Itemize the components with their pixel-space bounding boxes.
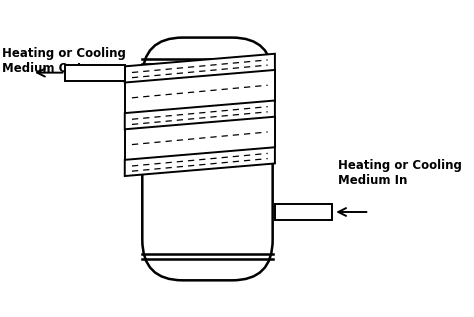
FancyBboxPatch shape bbox=[142, 38, 273, 280]
Polygon shape bbox=[125, 100, 275, 129]
Text: Heating or Cooling
Medium In: Heating or Cooling Medium In bbox=[338, 159, 462, 187]
Polygon shape bbox=[125, 117, 275, 160]
FancyBboxPatch shape bbox=[65, 65, 125, 81]
Polygon shape bbox=[125, 147, 275, 176]
Polygon shape bbox=[125, 54, 275, 82]
FancyBboxPatch shape bbox=[275, 204, 331, 220]
Polygon shape bbox=[125, 70, 275, 113]
Text: Heating or Cooling
Medium Out: Heating or Cooling Medium Out bbox=[2, 48, 127, 75]
